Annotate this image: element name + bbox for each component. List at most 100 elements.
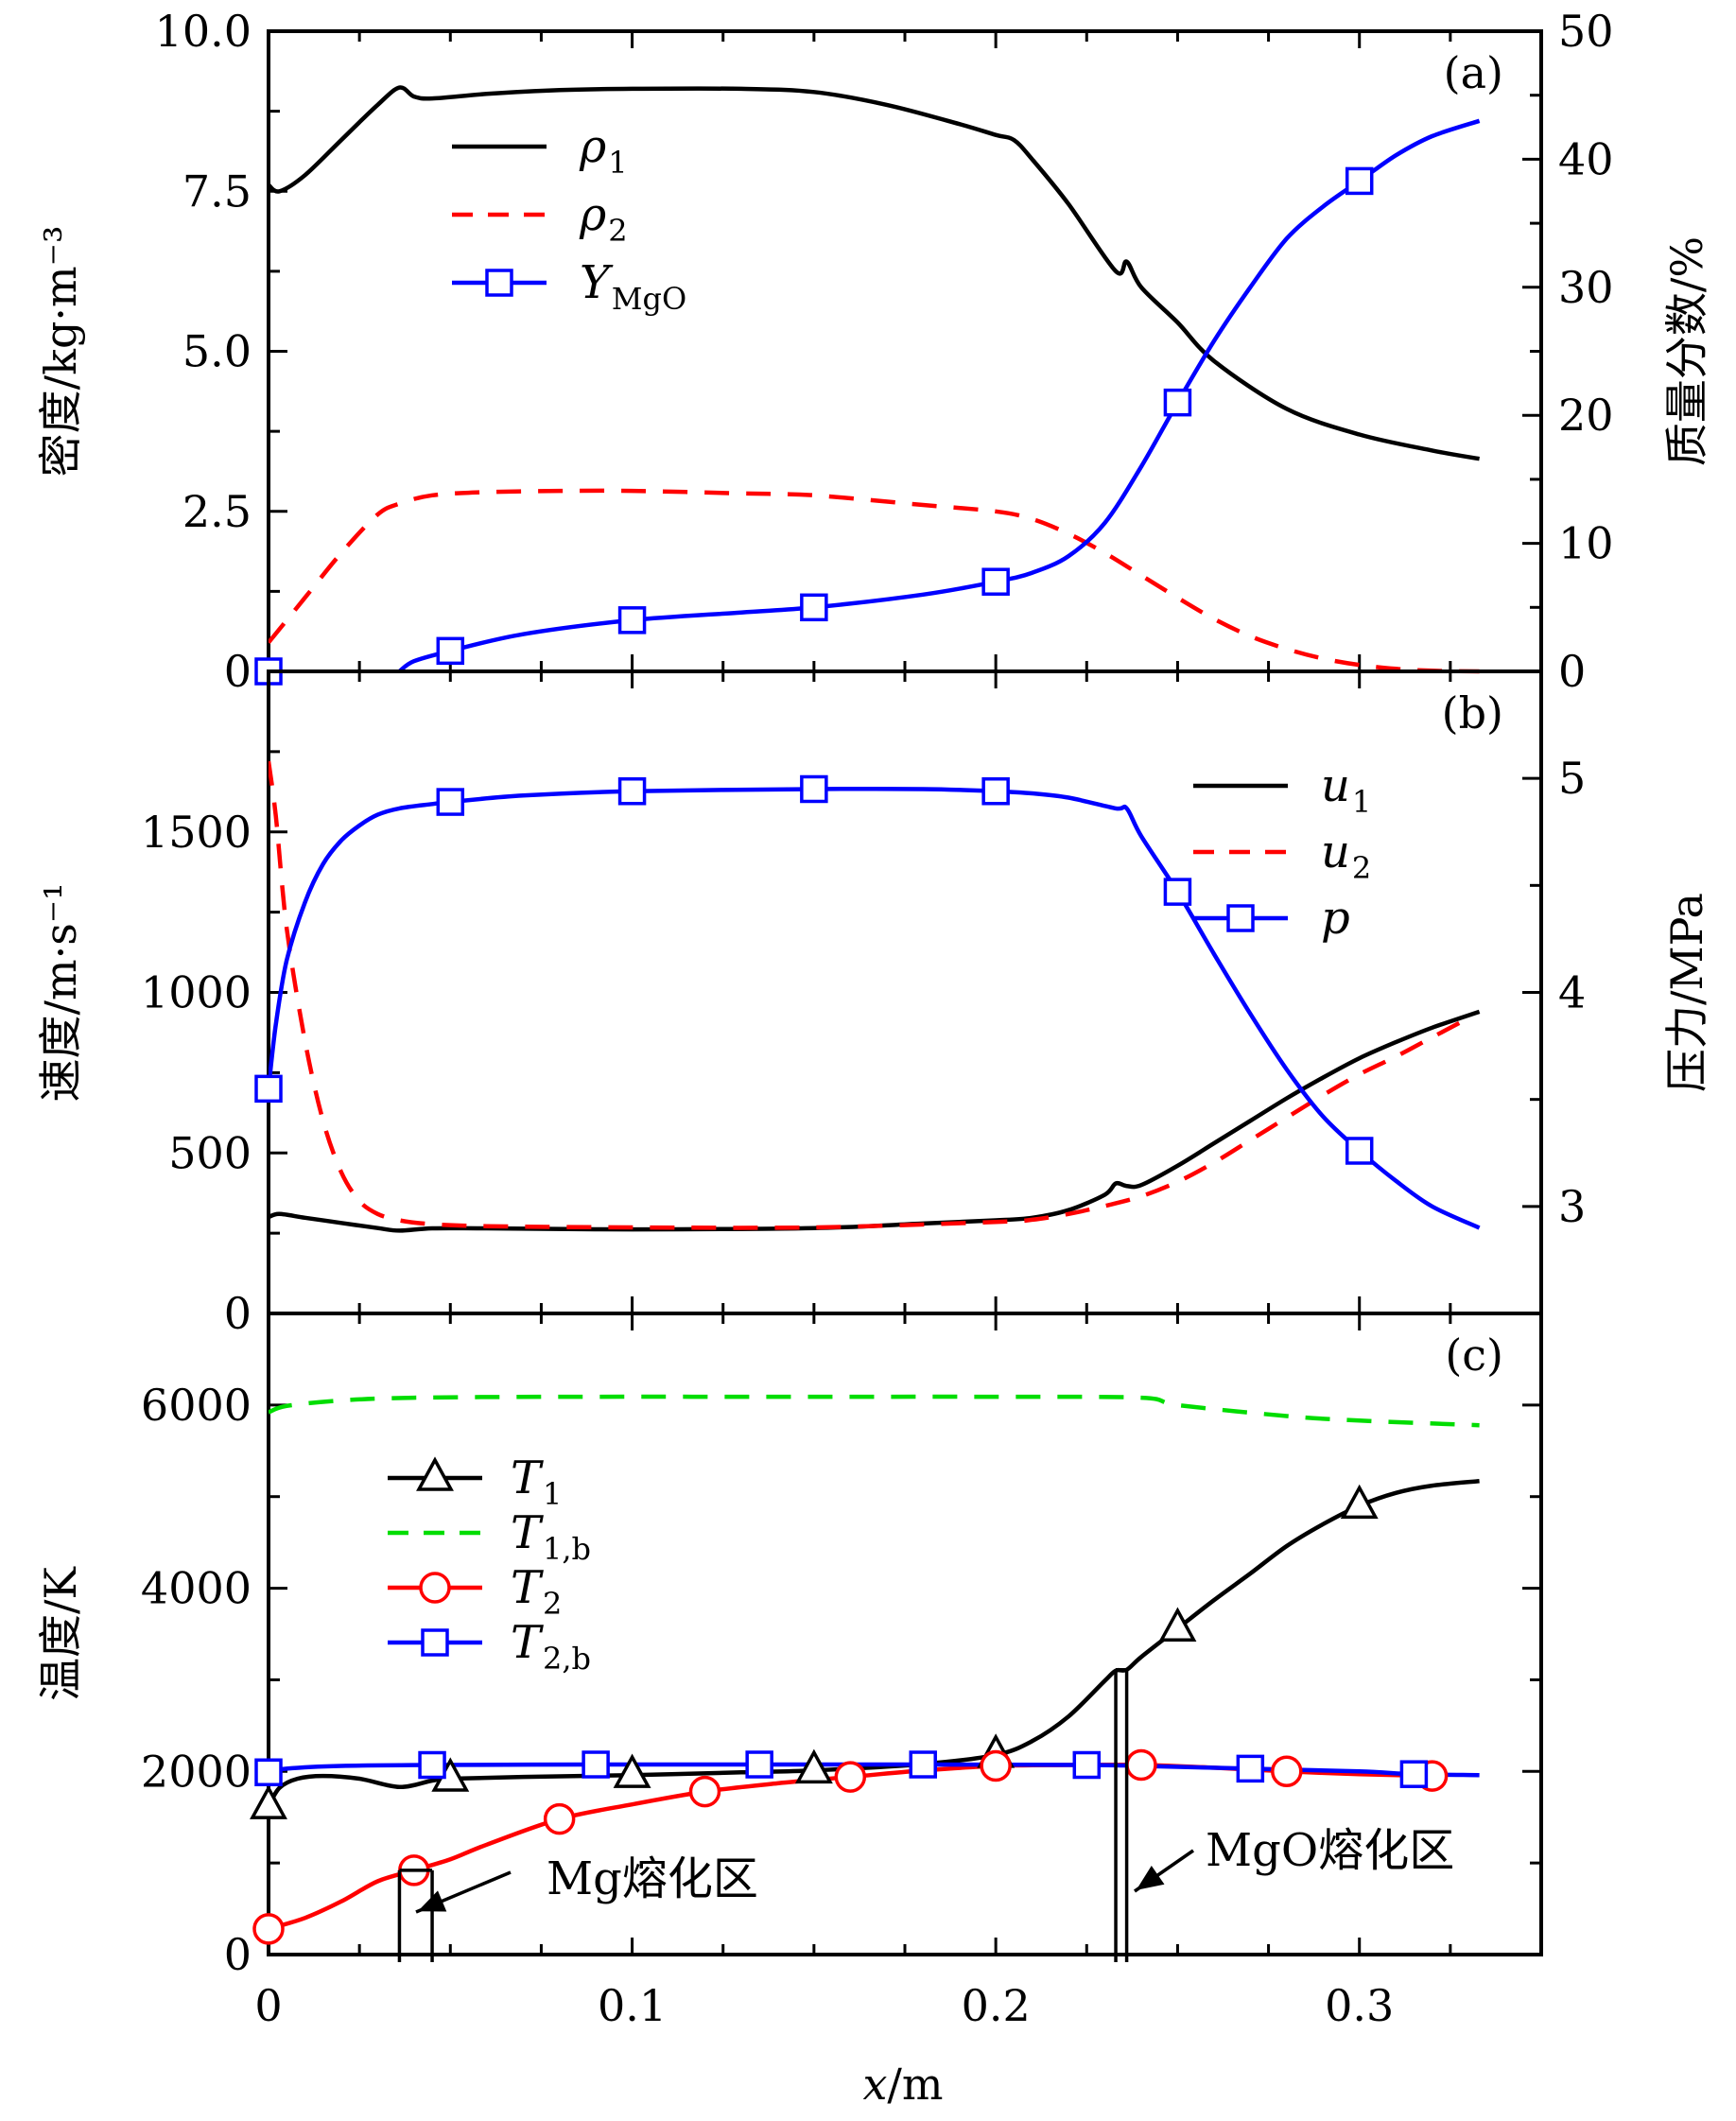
legend-label-2: ρ2 — [579, 188, 628, 249]
legend-label-u2: u2 — [1321, 826, 1371, 886]
marker-t2 — [543, 1802, 576, 1835]
y-tick-label: 0 — [224, 1288, 252, 1339]
y2-tick-label: 10 — [1558, 518, 1614, 569]
x-tick-label: 0.2 — [962, 1980, 1031, 2031]
series-line-u2 — [269, 760, 1470, 1230]
legend: ρ1 ρ2 YMgO — [452, 120, 686, 317]
marker-t1 — [1340, 1484, 1379, 1520]
marker-p — [800, 774, 828, 804]
legend-label-p: p — [1321, 892, 1350, 945]
y-tick-label: 10.0 — [155, 6, 252, 57]
y-tick-label: 0 — [224, 646, 252, 697]
marker-p — [254, 1074, 283, 1104]
series-line-t1 — [269, 1478, 1480, 1808]
marker-t2b — [1236, 1754, 1265, 1783]
marker-t1 — [1158, 1607, 1197, 1642]
legend-marker — [419, 1572, 451, 1604]
marker-p — [617, 776, 647, 806]
legend-label-t2b: T2,b — [511, 1616, 591, 1677]
series-layer — [269, 1394, 1480, 1932]
plot-frame — [267, 29, 1543, 673]
marker-ymgo — [1345, 166, 1374, 196]
panel-label: (c) — [1445, 1330, 1503, 1381]
marker-t2b — [418, 1750, 446, 1780]
legend-label-1: ρ1 — [579, 120, 628, 181]
x-tick-label: 0 — [254, 1980, 282, 2031]
y2-tick-label: 50 — [1558, 6, 1614, 57]
series-line-1 — [269, 85, 1480, 461]
marker-t2 — [1271, 1755, 1303, 1788]
marker-ymgo — [1163, 388, 1192, 417]
x-tick-label: 0.1 — [598, 1980, 667, 2031]
marker-ymgo — [800, 593, 828, 622]
marker-p — [1345, 1137, 1374, 1165]
y-tick-label: 7.5 — [182, 165, 252, 217]
plot-frame — [267, 669, 1543, 1315]
y2-tick-label: 0 — [1558, 646, 1586, 697]
series-line-u1 — [269, 1009, 1481, 1233]
y-tick-label: 4000 — [141, 1563, 252, 1614]
annotation-arrow-head — [417, 1890, 447, 1912]
marker-p — [1163, 878, 1192, 906]
y-tick-label: 2.5 — [182, 486, 252, 537]
marker-t2 — [834, 1761, 867, 1793]
legend-label-ymgo: YMgO — [580, 256, 686, 317]
y-tick-label: 500 — [168, 1127, 252, 1178]
y2-axis-title: 压力/MPa — [1661, 893, 1712, 1092]
marker-p — [981, 776, 1010, 806]
y-tick-label: 0 — [224, 1929, 252, 1980]
marker-t2b — [1072, 1750, 1102, 1780]
marker-t2 — [1125, 1748, 1157, 1782]
y-axis-title: 速度/m·s⁻¹ — [35, 882, 86, 1102]
legend-marker — [485, 269, 513, 297]
legend-marker — [416, 1456, 454, 1491]
marker-t1 — [613, 1753, 651, 1788]
x-tick-label: 0.3 — [1325, 1980, 1394, 2031]
series-line-t2b — [269, 1762, 1480, 1778]
y2-tick-label: 3 — [1558, 1181, 1586, 1232]
marker-ymgo — [436, 636, 465, 666]
marker-t2 — [688, 1775, 721, 1808]
y-tick-label: 1500 — [141, 807, 252, 858]
y-tick-label: 6000 — [141, 1380, 252, 1431]
panel-label: (b) — [1442, 687, 1503, 739]
marker-t2b — [745, 1750, 773, 1779]
marker-t1 — [794, 1748, 833, 1784]
marker-ymgo — [981, 567, 1010, 596]
y2-tick-label: 4 — [1558, 967, 1586, 1018]
annotation-label: Mg熔化区 — [547, 1852, 758, 1905]
panel-label: (a) — [1444, 47, 1503, 98]
y-tick-label: 5.0 — [182, 326, 252, 377]
marker-t2b — [582, 1750, 610, 1779]
y-tick-label: 2000 — [141, 1746, 252, 1797]
series-line-p — [269, 786, 1481, 1230]
marker-t2b — [254, 1758, 283, 1787]
annotations: Mg熔化区 MgO熔化区 — [397, 1668, 1454, 1962]
y-axis-title: 温度/K — [35, 1565, 86, 1700]
series-line-t1b — [269, 1394, 1480, 1428]
marker-p — [436, 788, 465, 816]
y-tick-label: 1000 — [141, 967, 252, 1018]
y2-tick-label: 20 — [1558, 390, 1614, 441]
marker-t2b — [1399, 1760, 1429, 1788]
marker-t2b — [909, 1750, 937, 1779]
series-layer — [269, 85, 1481, 674]
annotation-arrow-head — [1136, 1866, 1165, 1890]
annotation-label: MgO熔化区 — [1206, 1824, 1454, 1877]
series-layer — [269, 760, 1481, 1233]
marker-t2 — [980, 1749, 1012, 1782]
y2-tick-label: 30 — [1558, 262, 1614, 313]
marker-ymgo — [617, 606, 647, 635]
series-line-2 — [269, 488, 1480, 674]
marker-t2 — [252, 1913, 285, 1945]
legend-label-t1: T1 — [511, 1452, 562, 1512]
y-axis-title: 密度/kg·m⁻³ — [35, 226, 86, 478]
legend-marker — [1226, 904, 1255, 932]
y2-tick-label: 40 — [1558, 133, 1614, 184]
panel-a: 0 2.5 5.0 7.5 10.0 0 10 20 30 40 50 密度/kg·m⁻³ 质量分数/%… — [35, 6, 1712, 697]
